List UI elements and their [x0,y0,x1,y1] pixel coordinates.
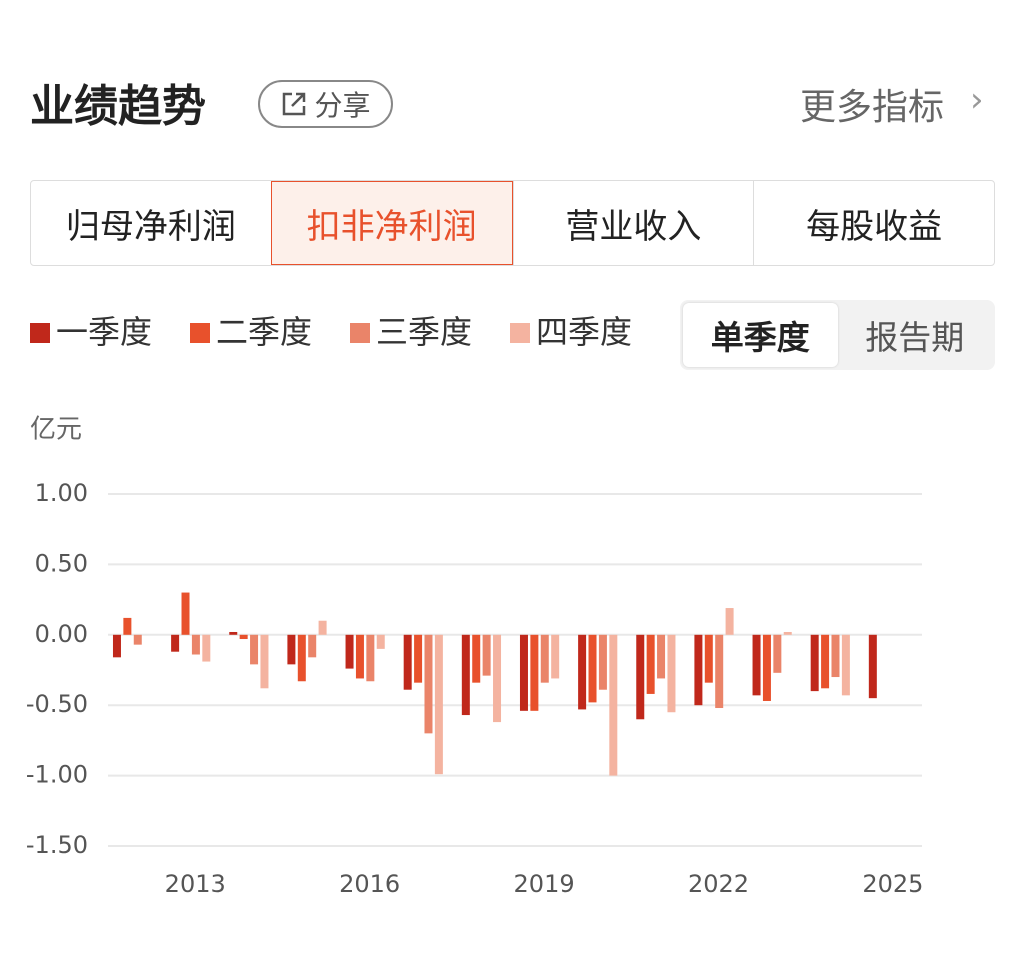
bar [841,634,850,696]
bar [345,634,354,669]
bar [831,634,840,678]
bar [191,634,200,655]
bar [461,634,470,716]
bar [636,634,645,720]
page-title: 业绩趋势 [30,81,206,132]
bar [434,634,443,775]
bar [297,634,306,682]
tab[interactable]: 每股收益 [753,181,994,265]
bar [250,634,259,665]
bar [821,634,830,689]
more-link[interactable]: 更多指标 [800,87,945,128]
legend-swatch [510,323,530,343]
y-axis-unit: 亿元 [30,415,82,445]
bar [202,634,211,662]
bar [181,592,190,635]
bar [123,617,132,635]
x-tick-label: 2022 [688,870,749,898]
bar [588,634,597,703]
bar [519,634,528,711]
toggle-option[interactable]: 报告期 [865,318,965,357]
y-tick-label: 0.00 [35,620,88,648]
tab-bar: 归母净利润 扣非净利润 营业收入 每股收益 [30,180,995,266]
bar [810,634,819,692]
bar [239,634,248,640]
bar [868,634,877,699]
y-tick-label: 0.50 [35,549,88,577]
toggle-option[interactable]: 单季度 [683,303,838,367]
bar [667,634,676,713]
legend-label: 一季度 [56,313,152,351]
bar [578,634,587,710]
bar [171,634,180,652]
legend-label: 四季度 [536,313,632,351]
bar [482,634,491,676]
x-tick-label: 2025 [862,870,923,898]
x-tick-label: 2019 [514,870,575,898]
bar [725,608,734,635]
bar [783,631,792,635]
legend-label: 三季度 [376,313,472,351]
bar [530,634,539,711]
bar [551,634,560,679]
bar [355,634,364,679]
y-tick-label: 1.00 [35,479,88,507]
bar [646,634,655,694]
legend-swatch [190,323,210,343]
bar [376,634,385,649]
legend-swatch [350,323,370,343]
y-tick-label: -1.00 [26,761,88,789]
y-tick-label: -1.50 [26,831,88,859]
share-label: 分享 [314,89,371,122]
bar [598,634,607,690]
chevron: › [970,80,984,120]
bar [424,634,433,734]
bar [493,634,502,723]
bar [403,634,412,690]
bar [704,634,713,683]
bar [112,634,121,658]
bar [260,634,269,689]
bar [694,634,703,706]
share-icon [283,92,306,116]
bar [540,634,549,683]
tab[interactable]: 营业收入 [512,181,754,265]
tab[interactable]: 归母净利润 [65,206,236,247]
bar [472,634,481,683]
bar [229,631,238,635]
bar [762,634,771,701]
bar [773,634,782,673]
tab[interactable]: 扣非净利润 [270,181,513,265]
bar [133,634,142,645]
bar [609,634,618,776]
y-tick-label: -0.50 [26,690,88,718]
share-button[interactable]: 分享 [258,80,393,128]
period-toggle: 单季度 报告期 [680,300,995,370]
bar [366,634,375,682]
bar [414,634,423,683]
bar [752,634,761,696]
bar [715,634,724,709]
legend-label: 二季度 [216,313,312,351]
legend-swatch [30,323,50,343]
x-tick-label: 2016 [339,870,400,898]
bar [657,634,666,679]
bar [318,620,327,635]
bar [308,634,317,658]
bar [287,634,296,665]
x-tick-label: 2013 [165,870,226,898]
